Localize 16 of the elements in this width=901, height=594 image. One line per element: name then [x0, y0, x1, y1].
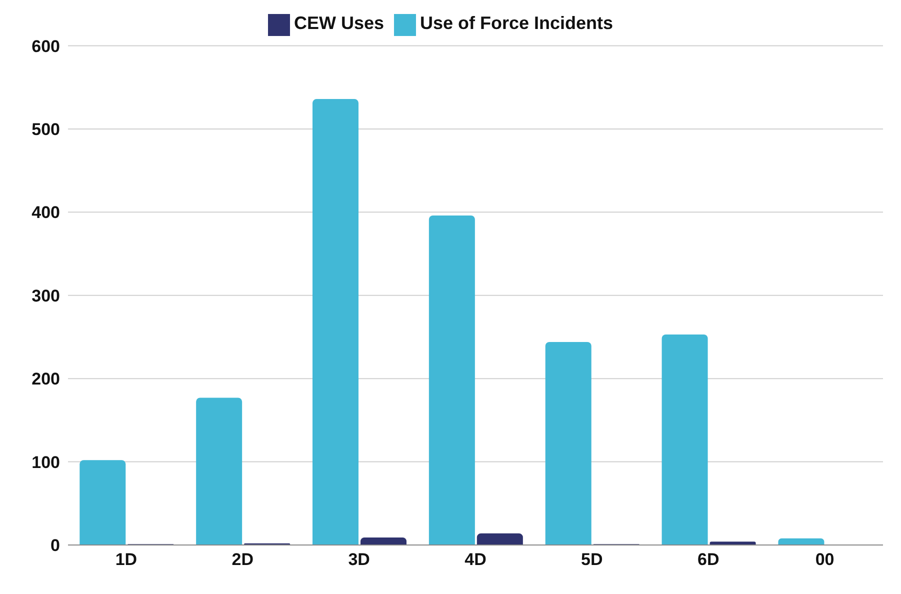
legend-label: CEW Uses	[294, 13, 384, 33]
x-tick-label: 3D	[348, 550, 370, 570]
y-tick-label: 400	[32, 203, 60, 222]
y-tick-label: 0	[50, 536, 60, 556]
legend-label: Use of Force Incidents	[420, 13, 614, 33]
y-tick-label: 500	[32, 120, 60, 140]
x-tick-label: 2D	[232, 550, 254, 570]
x-tick-label: 1D	[115, 550, 138, 570]
x-tick-label: 5D	[581, 550, 603, 570]
y-tick-label: 300	[32, 286, 60, 306]
x-tick-label: 00	[815, 550, 834, 570]
y-tick-label: 600	[32, 36, 60, 56]
y-tick-label: 200	[32, 370, 60, 389]
y-tick-label: 100	[32, 452, 60, 472]
x-tick-label: 6D	[697, 550, 720, 570]
x-tick-label: 4D	[464, 550, 486, 570]
